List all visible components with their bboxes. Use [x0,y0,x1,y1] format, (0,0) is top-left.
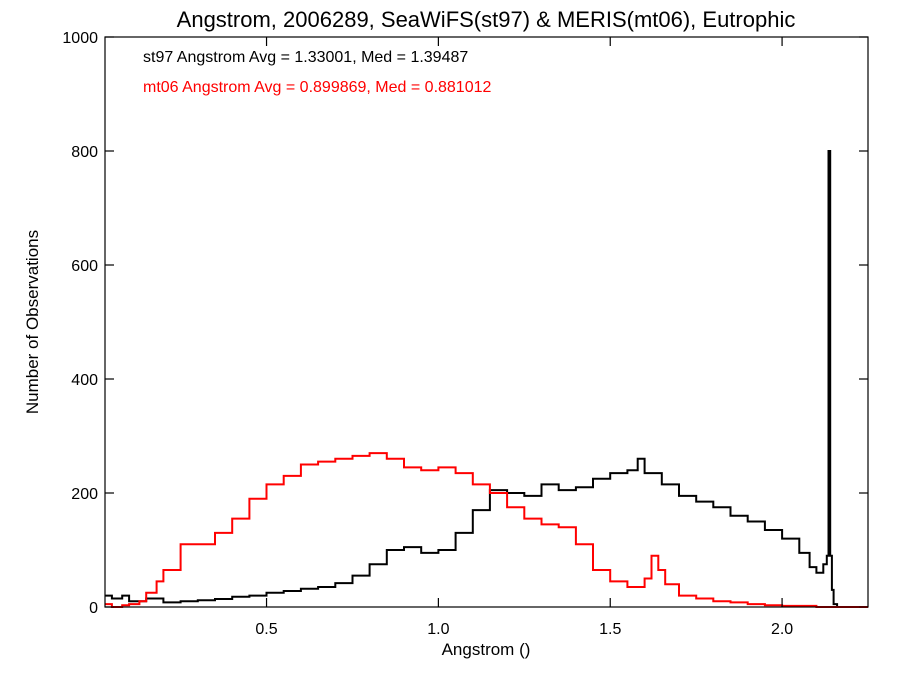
y-tick-label: 800 [71,144,98,161]
x-tick-label: 1.5 [599,621,621,638]
plot-frame [104,36,869,608]
x-axis-label: Angstrom () [442,640,531,659]
x-tick-label: 1.0 [427,621,449,638]
series-layer [105,150,868,608]
x-tick-label: 2.0 [771,621,793,638]
series-line-1 [105,452,868,608]
y-tick-label: 600 [71,258,98,275]
x-tick-label: 0.5 [255,621,277,638]
series-line-0 [105,150,868,608]
chart-title: Angstrom, 2006289, SeaWiFS(st97) & MERIS… [177,7,796,32]
ticks-layer: 0.5 1.0 1.5 2.0 0 200 400 600 800 1000 [62,30,868,638]
y-tick-label: 0 [89,600,98,617]
y-tick-label: 400 [71,372,98,389]
y-tick-label: 1000 [62,30,98,47]
y-axis-label: Number of Observations [23,230,42,414]
y-tick-label: 200 [71,486,98,503]
annotation-st97: st97 Angstrom Avg = 1.33001, Med = 1.394… [143,49,468,66]
annotation-mt06: mt06 Angstrom Avg = 0.899869, Med = 0.88… [143,79,492,96]
